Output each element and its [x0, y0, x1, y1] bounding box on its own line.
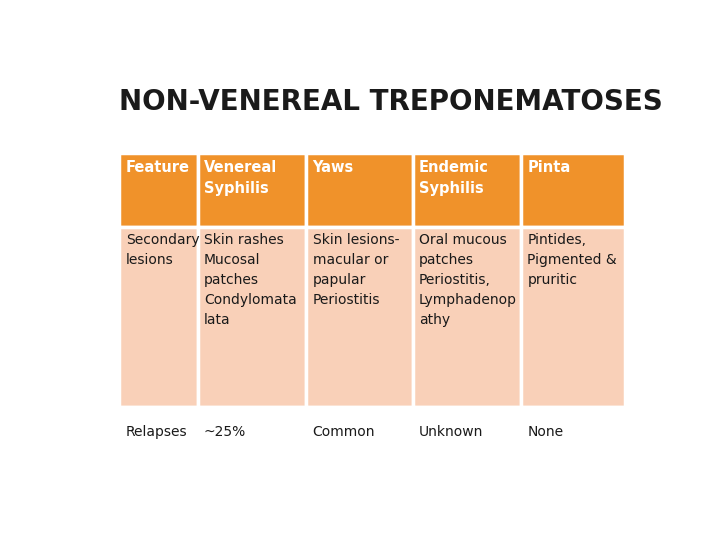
- FancyBboxPatch shape: [307, 226, 413, 408]
- Text: None: None: [527, 426, 564, 440]
- FancyBboxPatch shape: [120, 408, 198, 457]
- FancyBboxPatch shape: [120, 153, 198, 226]
- Text: ~25%: ~25%: [204, 426, 246, 440]
- Text: Secondary
lesions: Secondary lesions: [126, 233, 199, 267]
- FancyBboxPatch shape: [413, 226, 521, 408]
- Text: NON-VENEREAL TREPONEMATOSES: NON-VENEREAL TREPONEMATOSES: [120, 88, 663, 116]
- Text: Pintides,
Pigmented &
pruritic: Pintides, Pigmented & pruritic: [527, 233, 617, 287]
- Text: Skin lesions-
macular or
papular
Periostitis: Skin lesions- macular or papular Periost…: [312, 233, 399, 307]
- Text: Endemic
Syphilis: Endemic Syphilis: [419, 159, 489, 196]
- FancyBboxPatch shape: [413, 408, 521, 457]
- Text: Common: Common: [312, 426, 375, 440]
- Text: Pinta: Pinta: [527, 159, 571, 174]
- FancyBboxPatch shape: [521, 226, 625, 408]
- Text: Yaws: Yaws: [312, 159, 354, 174]
- FancyBboxPatch shape: [120, 226, 198, 408]
- Text: Venereal
Syphilis: Venereal Syphilis: [204, 159, 277, 196]
- Text: Oral mucous
patches
Periostitis,
Lymphadenop
athy: Oral mucous patches Periostitis, Lymphad…: [419, 233, 517, 327]
- FancyBboxPatch shape: [198, 408, 307, 457]
- FancyBboxPatch shape: [413, 153, 521, 226]
- Text: Feature: Feature: [126, 159, 189, 174]
- FancyBboxPatch shape: [198, 153, 307, 226]
- FancyBboxPatch shape: [307, 153, 413, 226]
- FancyBboxPatch shape: [307, 408, 413, 457]
- FancyBboxPatch shape: [521, 153, 625, 226]
- Text: Relapses: Relapses: [126, 426, 187, 440]
- FancyBboxPatch shape: [521, 408, 625, 457]
- Text: Unknown: Unknown: [419, 426, 483, 440]
- Text: Skin rashes
Mucosal
patches
Condylomata
lata: Skin rashes Mucosal patches Condylomata …: [204, 233, 297, 327]
- FancyBboxPatch shape: [198, 226, 307, 408]
